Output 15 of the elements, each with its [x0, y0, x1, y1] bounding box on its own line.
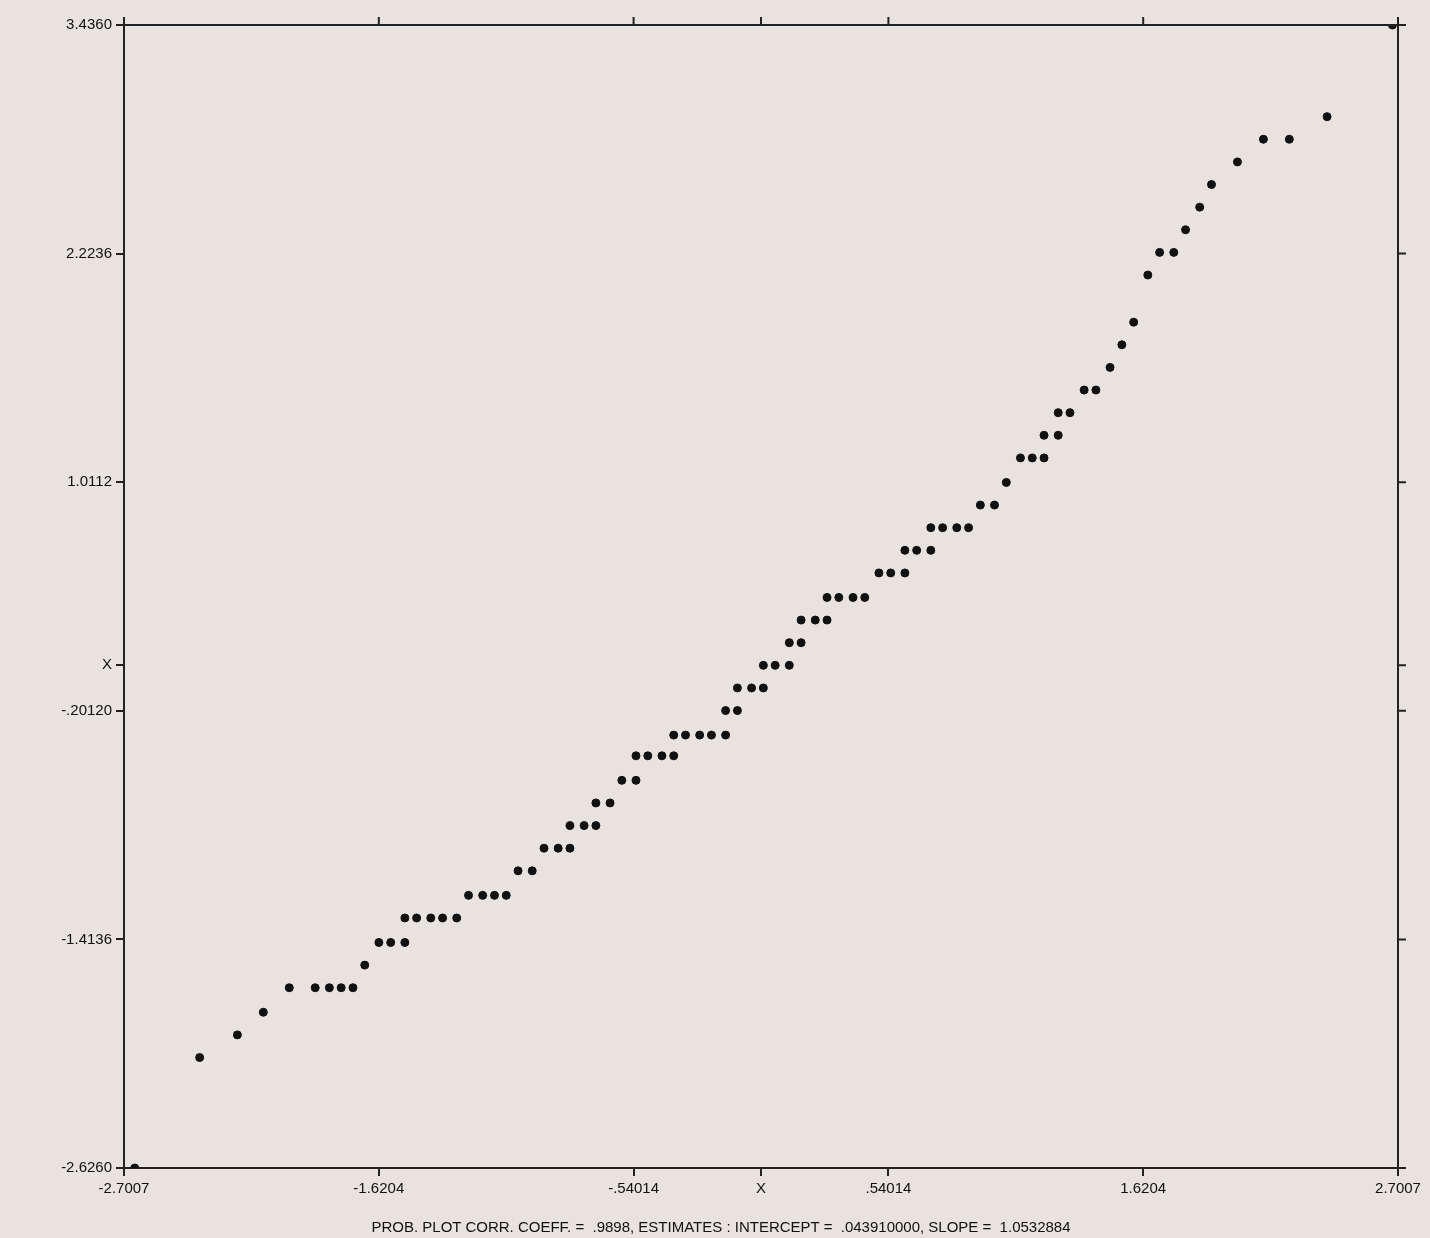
x-tick-label: 2.7007 [1375, 1179, 1421, 1197]
y-tick-label: 2.2236 [66, 243, 112, 261]
x-tick-label: -1.6204 [353, 1179, 405, 1197]
x-tick-label: X [755, 1179, 767, 1197]
y-tick-label: 1.0112 [67, 472, 112, 490]
x-tick-label: -.54014 [608, 1179, 660, 1197]
y-tick-label: -.20120 [61, 700, 112, 718]
y-tick-label: X [101, 655, 112, 673]
x-tick-label: 1.6204 [1120, 1179, 1167, 1197]
y-tick-label: -1.4136 [61, 929, 112, 947]
x-tick-label: .54014 [865, 1179, 912, 1197]
y-tick-label: -2.6260 [61, 1158, 112, 1176]
y-tick-label: 3.4360 [66, 15, 112, 33]
x-tick-label: -2.7007 [98, 1179, 150, 1197]
text: PROB. PLOT CORR. COEFF. = .9898, ESTIMATES : INTERCEPT = .043910000, SLOPE = 1.0532884 [371, 1218, 1071, 1235]
